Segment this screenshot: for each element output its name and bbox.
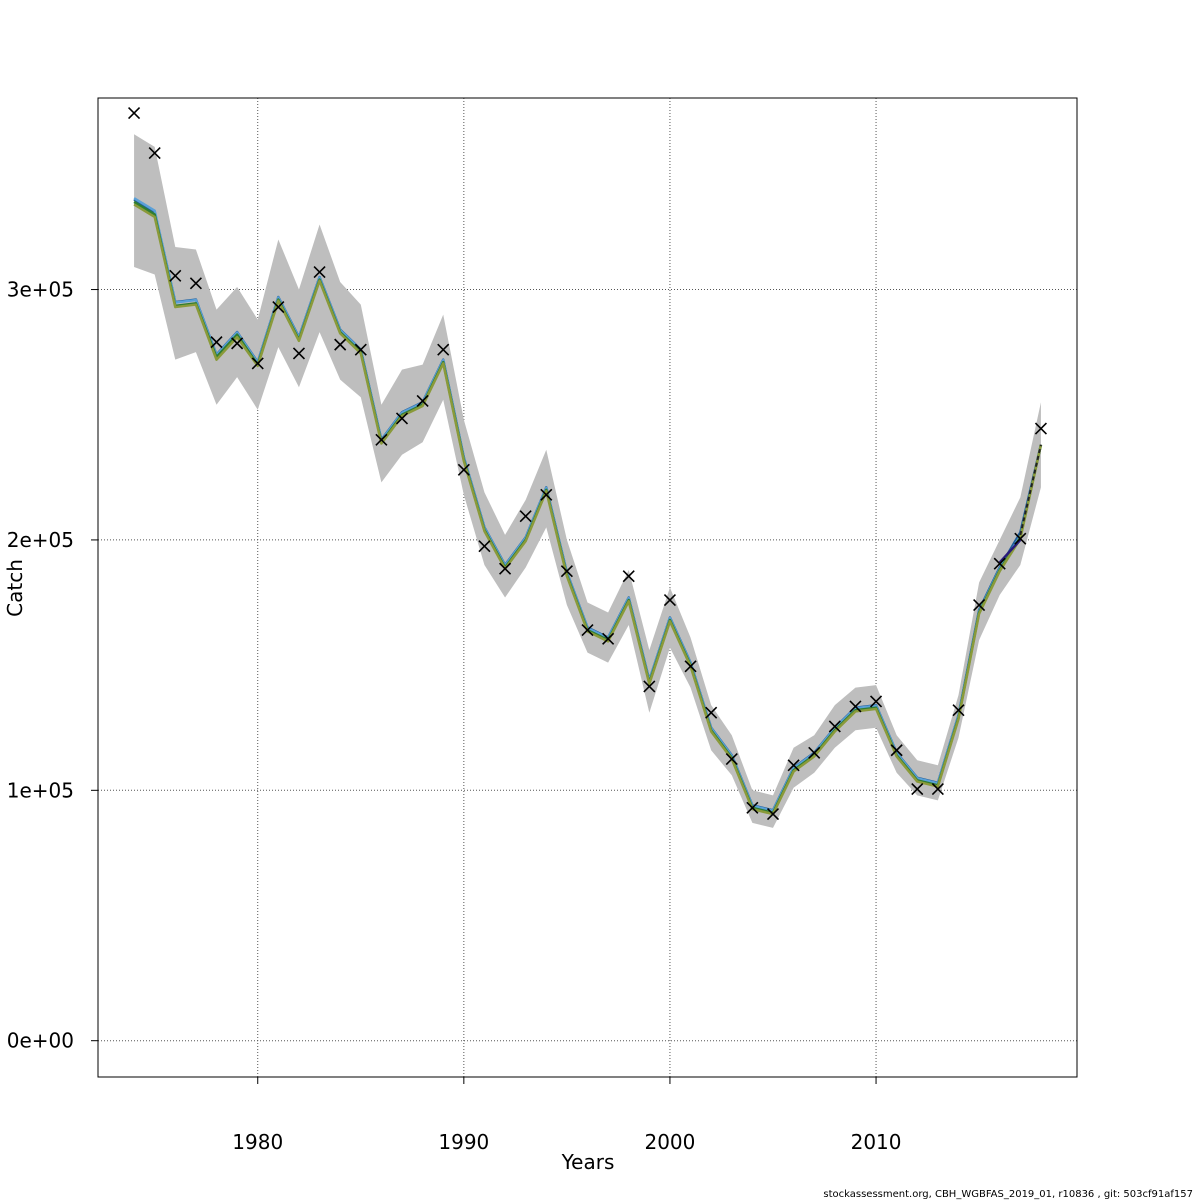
y-axis-title: Catch (3, 559, 27, 617)
x-tick-label: 2000 (644, 1130, 695, 1154)
catch-point (210, 336, 223, 349)
catch-point (602, 632, 615, 645)
y-tick-label: 0e+00 (7, 1029, 74, 1053)
catch-point (973, 598, 986, 612)
catch-point (931, 782, 944, 796)
catch-point (849, 700, 862, 713)
catch-point (128, 106, 141, 120)
x-axis-title: Years (561, 1150, 615, 1174)
catch-point (746, 801, 759, 814)
catch-point (375, 433, 388, 446)
catch-point (643, 680, 656, 693)
catch-point (189, 277, 202, 290)
x-tick-label: 1990 (438, 1130, 489, 1154)
catch-point (663, 593, 677, 607)
y-tick-label: 3e+05 (7, 278, 74, 302)
grid-lines (98, 98, 1077, 1077)
catch-point (684, 660, 697, 673)
catch-point (416, 394, 429, 408)
catch-point (952, 704, 965, 717)
axis-ticks: 1980 1990 2000 2010 0e+00 1e+05 2e+05 3e+05 (7, 278, 902, 1154)
catch-point (334, 338, 347, 351)
catch-point (787, 759, 800, 772)
catch-point (148, 147, 161, 160)
catch-point (519, 510, 532, 523)
x-tick-label: 1980 (232, 1130, 283, 1154)
series-line-4 (133, 203, 1043, 816)
y-tick-label: 2e+05 (7, 528, 74, 552)
catch-point (292, 347, 306, 360)
catch-point (251, 357, 264, 370)
confidence-band-layer (134, 134, 1041, 828)
catch-point (478, 540, 491, 553)
plot-frame (97, 97, 1078, 1078)
catch-point (869, 695, 883, 708)
catch-point (457, 463, 470, 476)
catch-point (169, 269, 182, 282)
catch-point (808, 746, 821, 759)
catch-point (890, 744, 903, 757)
catch-point (993, 557, 1006, 570)
catch-point (560, 565, 573, 578)
x-tick-label: 2010 (851, 1130, 902, 1154)
catch-point (705, 706, 718, 719)
catch-point (498, 562, 512, 575)
catch-point (437, 343, 450, 356)
catch-point (911, 782, 924, 796)
catch-point (540, 488, 553, 501)
catch-point (1014, 532, 1027, 545)
catch-point (622, 570, 635, 583)
catch-point (766, 808, 780, 821)
series-line-6 (1019, 444, 1042, 536)
catch-point (272, 301, 285, 314)
catch-point (231, 337, 244, 350)
credit-footer: stockassessment.org, CBH_WGBFAS_2019_01,… (823, 1189, 1193, 1200)
catch-point (1034, 422, 1047, 435)
catch-point (395, 412, 409, 425)
catch-point (313, 265, 326, 279)
catch-point (725, 752, 738, 766)
catch-point (354, 343, 367, 356)
catch-point (828, 720, 841, 733)
y-tick-label: 1e+05 (7, 778, 74, 802)
catch-point (581, 623, 594, 637)
series-line-5 (998, 539, 1022, 564)
observed-catch-points (128, 106, 1047, 821)
confidence-band (134, 134, 1041, 828)
